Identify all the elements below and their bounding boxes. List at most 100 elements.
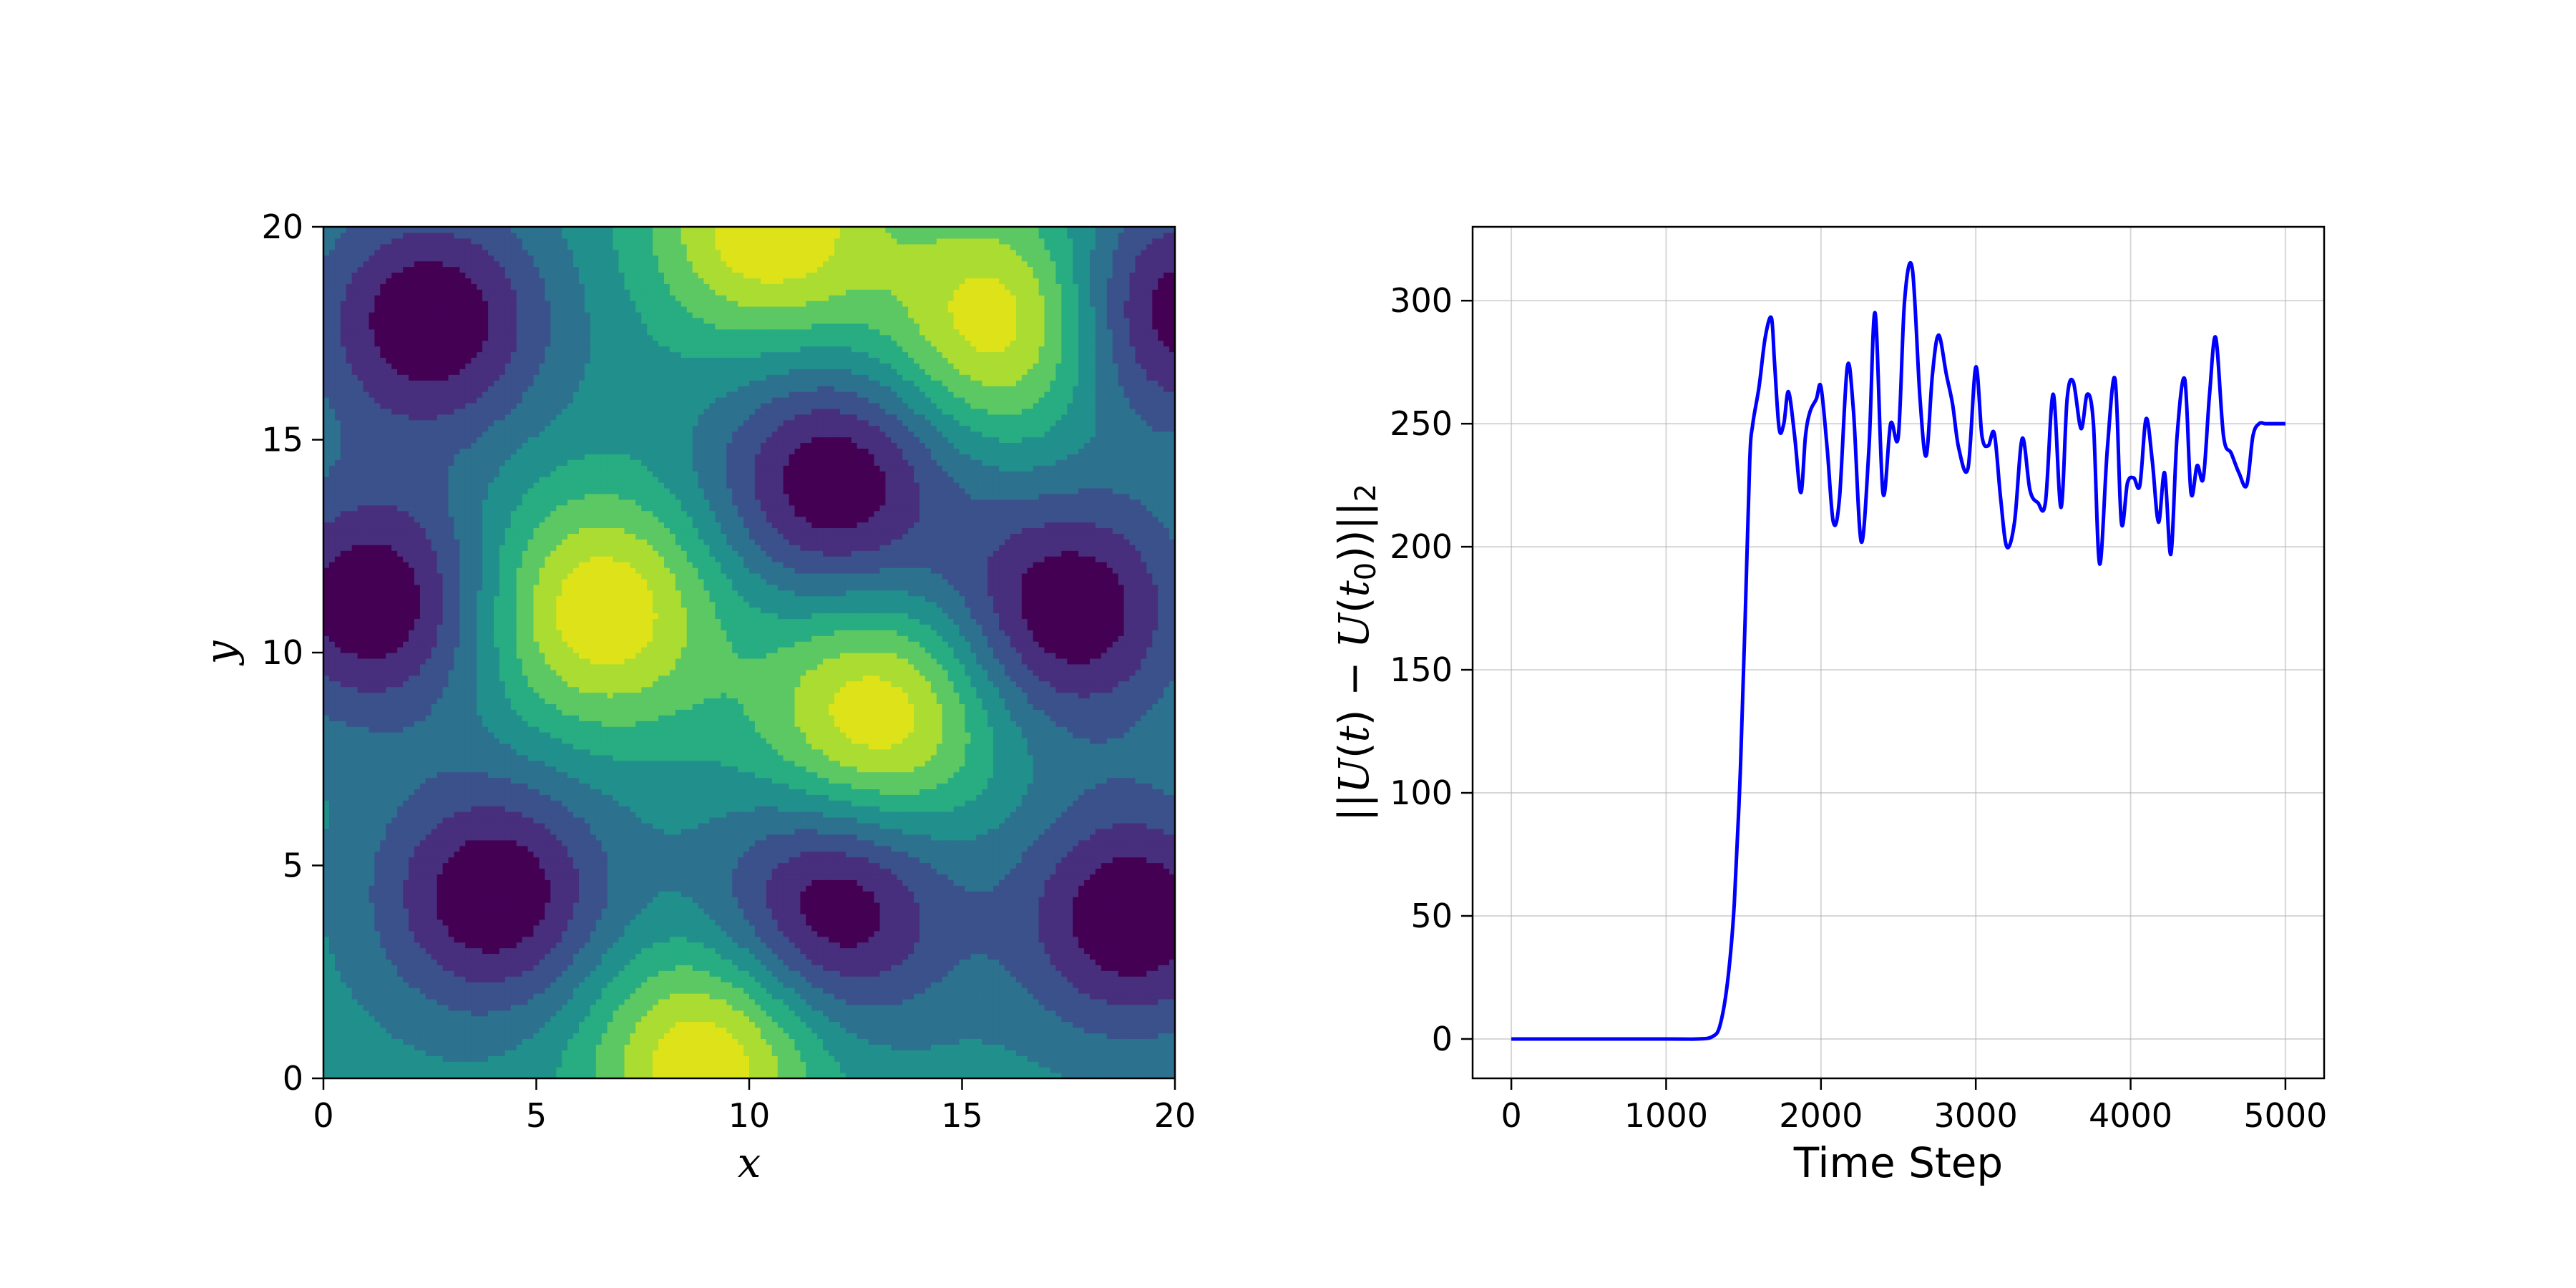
contour-cell (947, 891, 955, 897)
contour-cell (1067, 913, 1073, 920)
contour-cell (471, 1010, 477, 1017)
contour-cell (595, 959, 602, 965)
contour-cell (1158, 987, 1164, 994)
contour-cell (709, 924, 716, 932)
contour-cell (686, 1027, 693, 1034)
contour-cell (601, 965, 608, 971)
contour-cell (993, 976, 1000, 982)
contour-cell (369, 1015, 376, 1023)
contour-cell (436, 1067, 444, 1073)
contour-cell (874, 1055, 881, 1062)
contour-cell (1135, 897, 1142, 903)
contour-cell (1084, 891, 1091, 897)
contour-cell (959, 1055, 966, 1062)
contour-cell (823, 1027, 829, 1034)
contour-cell (1084, 1015, 1091, 1023)
contour-cell (328, 891, 336, 897)
contour-cell (357, 982, 364, 988)
contour-cell (573, 1044, 580, 1050)
contour-cell (959, 982, 966, 988)
contour-cell (403, 1050, 409, 1056)
contour-cell (630, 919, 636, 926)
contour-cell (982, 982, 988, 988)
contour-cell (584, 1044, 591, 1050)
contour-cell (459, 885, 466, 892)
contour-cell (965, 993, 972, 1000)
contour-cell (754, 924, 761, 932)
contour-cell (891, 1055, 897, 1062)
contour-cell (425, 1044, 432, 1050)
contour-cell (1123, 1027, 1131, 1034)
contour-cell (641, 1015, 648, 1023)
contour-cell (442, 1015, 449, 1023)
contour-cell (340, 1073, 347, 1078)
contour-cell (567, 902, 574, 909)
contour-cell (584, 924, 591, 932)
contour-cell (726, 959, 733, 965)
contour-cell (732, 913, 738, 920)
contour-cell (771, 891, 779, 897)
contour-cell (857, 1004, 864, 1011)
contour-cell (749, 1044, 756, 1050)
contour-cell (1067, 987, 1073, 994)
contour-cell (1169, 1010, 1175, 1017)
contour-cell (675, 936, 682, 943)
contour-cell (908, 942, 914, 949)
contour-cell (334, 885, 341, 892)
contour-cell (504, 1004, 512, 1011)
contour-cell (703, 993, 711, 1000)
contour-cell (976, 942, 982, 949)
contour-cell (647, 947, 653, 955)
contour-cell (698, 891, 705, 897)
contour-cell (533, 891, 540, 897)
contour-cell (471, 976, 477, 982)
contour-cell (334, 1061, 341, 1068)
contour-cell (1027, 982, 1034, 988)
contour-cell (993, 924, 1000, 932)
contour-cell (601, 1050, 608, 1056)
contour-cell (1112, 1004, 1119, 1011)
contour-cell (862, 919, 869, 926)
contour-cell (374, 982, 381, 988)
contour-cell (732, 897, 738, 903)
contour-cell (630, 998, 636, 1005)
contour-cell (658, 998, 665, 1005)
contour-cell (1163, 902, 1170, 909)
contour-cell (976, 913, 982, 920)
contour-cell (783, 902, 790, 909)
contour-cell (783, 993, 790, 1000)
contour-cell (533, 947, 540, 955)
contour-cell (834, 1015, 841, 1023)
contour-cell (834, 1027, 841, 1034)
contour-cell (539, 970, 546, 977)
contour-cell (414, 1021, 421, 1028)
contour-cell (1118, 1061, 1125, 1068)
contour-cell (454, 1050, 461, 1056)
contour-cell (777, 1033, 784, 1040)
contour-cell (510, 936, 517, 943)
contour-cell (930, 976, 937, 982)
contour-cell (1050, 1044, 1057, 1050)
contour-cell (851, 1038, 858, 1045)
contour-cell (845, 1004, 852, 1011)
contour-cell (346, 1067, 353, 1073)
contour-cell (703, 1067, 711, 1073)
contour-cell (1123, 942, 1131, 949)
contour-cell (829, 1027, 835, 1034)
contour-cell (914, 1027, 920, 1034)
contour-cell (442, 1073, 449, 1078)
contour-cell (1129, 998, 1136, 1005)
contour-cell (613, 1067, 620, 1073)
contour-cell (754, 1010, 761, 1017)
contour-cell (431, 947, 438, 955)
contour-cell (601, 942, 608, 949)
contour-cell (380, 1050, 386, 1056)
contour-cell (516, 970, 523, 977)
contour-cell (783, 1033, 790, 1040)
contour-cell (1135, 987, 1142, 994)
contour-cell (409, 959, 415, 965)
contour-cell (1073, 1061, 1079, 1068)
contour-cell (658, 993, 665, 1000)
contour-cell (914, 976, 920, 982)
contour-cell (1067, 965, 1073, 971)
